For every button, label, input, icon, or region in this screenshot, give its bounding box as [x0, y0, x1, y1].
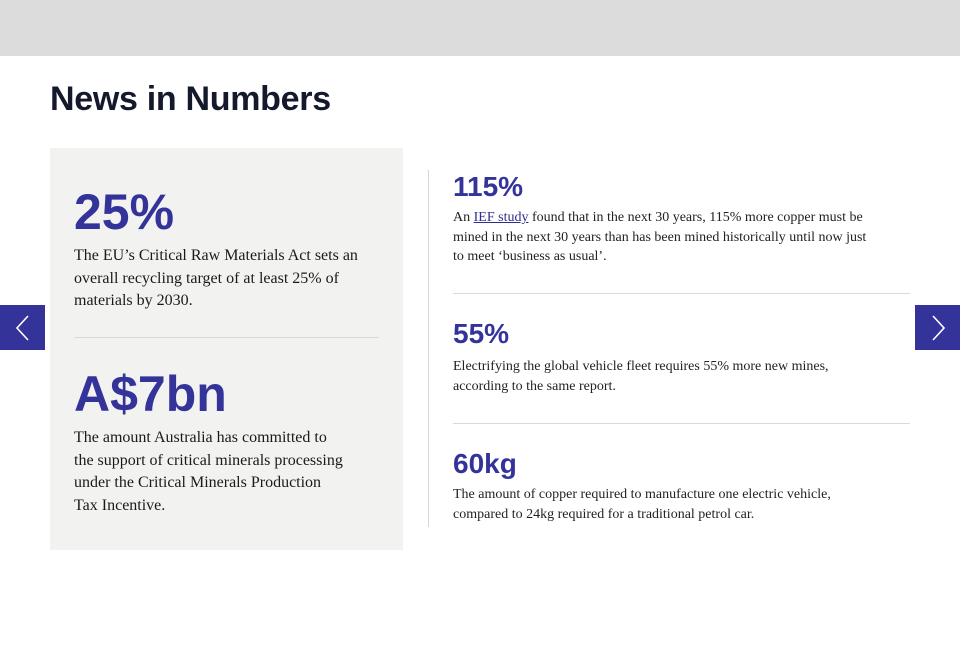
chevron-left-icon — [15, 314, 31, 341]
stat-description: An IEF study found that in the next 30 y… — [453, 208, 873, 267]
stat-value: 115% — [453, 171, 524, 202]
column-divider — [428, 170, 429, 527]
featured-stat-value: A$7bn — [74, 366, 227, 422]
featured-stat-description: The EU’s Critical Raw Materials Act sets… — [74, 247, 358, 309]
stat-item: 60kg The amount of copper required to ma… — [453, 447, 873, 524]
featured-stat-value: 25% — [74, 184, 175, 240]
stat-description: The amount of copper required to manufac… — [453, 487, 831, 522]
card-divider — [74, 337, 379, 338]
ief-study-link[interactable]: IEF study — [473, 210, 529, 225]
section-title: News in Numbers — [50, 80, 331, 118]
stat-divider — [453, 423, 910, 424]
featured-stat-description: The amount Australia has committed to th… — [74, 429, 343, 514]
carousel-prev-button[interactable] — [0, 305, 45, 350]
stat-value: 60kg — [453, 448, 517, 479]
featured-stats-card: 25% The EU’s Critical Raw Materials Act … — [50, 148, 403, 550]
stat-description: Electrifying the global vehicle fleet re… — [453, 359, 829, 394]
top-banner — [0, 0, 960, 56]
stat-value: 55% — [453, 318, 510, 349]
stat-item: 55% Electrifying the global vehicle flee… — [453, 317, 873, 396]
stat-divider — [453, 293, 910, 294]
stat-item: 115% An IEF study found that in the next… — [453, 170, 873, 267]
stat-description-suffix: found that in the next 30 years, 115% mo… — [453, 210, 867, 264]
stat-description-prefix: An — [453, 210, 474, 225]
carousel-next-button[interactable] — [915, 305, 960, 350]
chevron-right-icon — [930, 314, 946, 341]
